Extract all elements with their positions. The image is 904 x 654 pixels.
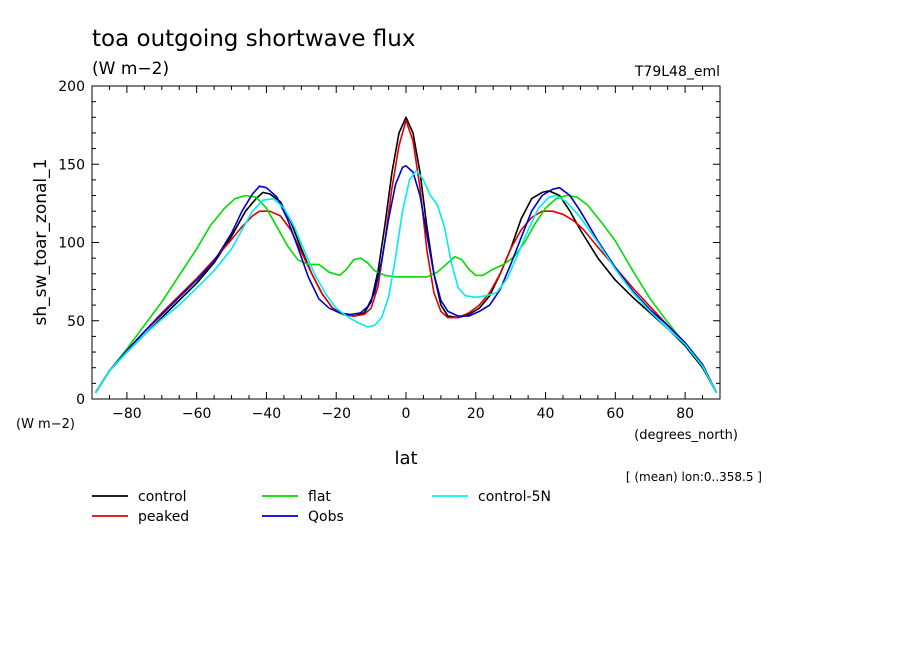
x-tick-label: 20	[467, 406, 485, 422]
y-tick-label: 150	[58, 157, 85, 173]
y-tick-label: 200	[58, 79, 85, 95]
series-line-flat	[94, 194, 718, 394]
run-label: T79L48_eml	[634, 64, 720, 80]
legend-label-qobs: Qobs	[308, 509, 344, 525]
x-tick-label: 0	[402, 406, 411, 422]
y-axis-units: (W m−2)	[16, 417, 75, 432]
y-tick-label: 0	[76, 392, 85, 408]
x-tick-label: −80	[112, 406, 142, 422]
y-tick-label: 100	[58, 236, 85, 252]
x-axis-units: (degrees_north)	[634, 428, 738, 443]
y-axis-label: sh_sw_toar_zonal_1	[31, 159, 51, 326]
plot-area	[91, 85, 721, 400]
series-line-control-5n	[94, 169, 718, 394]
series-layer	[94, 116, 718, 394]
legend-label-control: control	[138, 489, 187, 505]
x-tick-label: −40	[252, 406, 282, 422]
legend-label-flat: flat	[308, 489, 331, 505]
x-tick-label: 40	[537, 406, 555, 422]
legend: control peaked flat Qobs control-5N	[92, 489, 551, 525]
x-tick-label: −60	[182, 406, 212, 422]
legend-label-peaked: peaked	[138, 509, 189, 525]
series-line-qobs	[94, 165, 718, 394]
axis-ticks	[91, 85, 721, 400]
x-axis-label: lat	[394, 448, 417, 469]
y-tick-label: 50	[67, 314, 85, 330]
series-line-peaked	[94, 119, 718, 394]
series-line-control	[94, 116, 718, 394]
legend-label-control-5n: control-5N	[478, 489, 551, 505]
plot-border	[91, 85, 721, 400]
x-tick-label: 60	[606, 406, 624, 422]
chart-subtitle: (W m−2)	[92, 59, 169, 79]
averaging-note: [ (mean) lon:0..358.5 ]	[626, 470, 762, 484]
chart-title: toa outgoing shortwave flux	[92, 26, 415, 52]
x-tick-label: −20	[321, 406, 351, 422]
tick-labels: −80 −60 −40 −20 0 20 40 60 80 0 50 100 150 200	[58, 79, 694, 422]
x-tick-label: 80	[676, 406, 694, 422]
